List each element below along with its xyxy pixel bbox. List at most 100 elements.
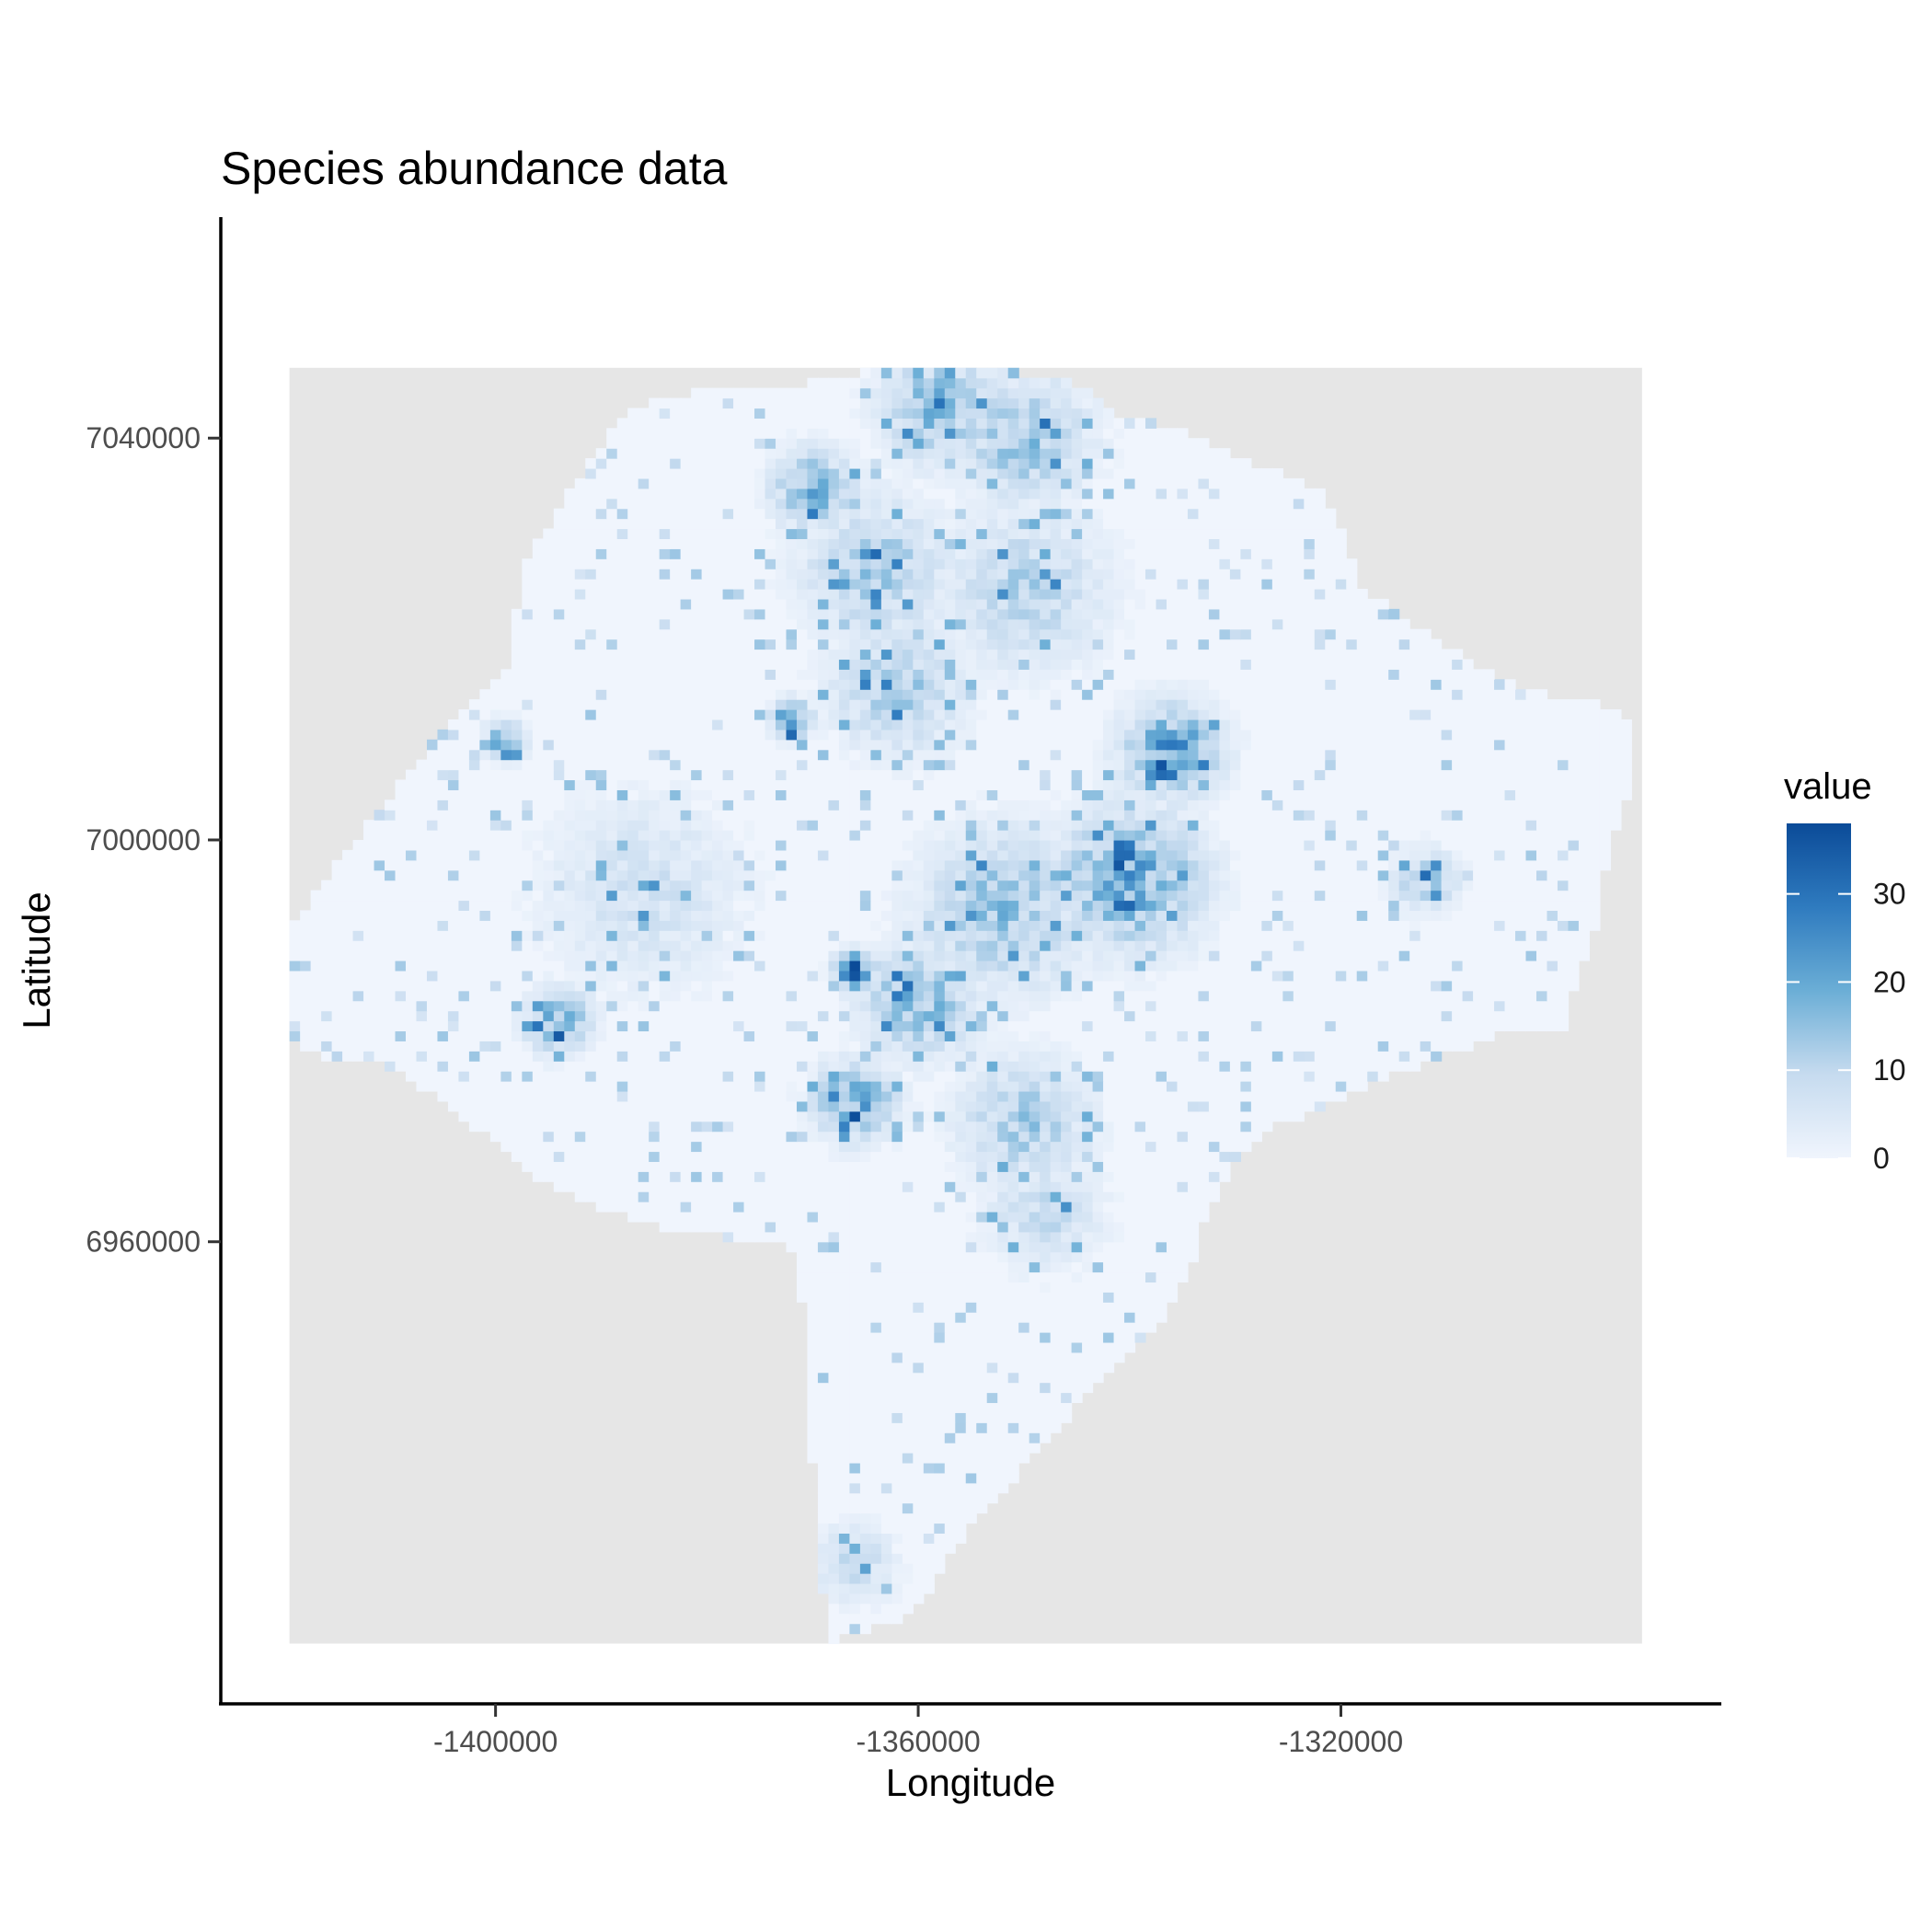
abundance-cell <box>342 890 354 902</box>
abundance-cell <box>870 849 882 861</box>
abundance-cell <box>944 1523 956 1534</box>
abundance-cell <box>1187 990 1200 1002</box>
abundance-cell <box>1050 1221 1062 1233</box>
abundance-cell <box>955 920 967 931</box>
abundance-cell <box>859 880 871 891</box>
abundance-cell <box>1325 920 1337 931</box>
abundance-cell <box>733 950 745 961</box>
abundance-cell <box>331 890 343 902</box>
abundance-cell <box>859 1412 871 1423</box>
abundance-cell <box>870 1362 882 1374</box>
abundance-cell <box>934 859 946 871</box>
abundance-cell <box>880 849 892 861</box>
abundance-cell <box>543 1051 555 1062</box>
abundance-cell <box>807 880 819 891</box>
abundance-cell <box>1282 830 1294 841</box>
abundance-cell <box>616 960 628 972</box>
abundance-cell <box>1250 1081 1262 1092</box>
abundance-cell <box>965 880 977 891</box>
abundance-cell <box>986 1302 998 1313</box>
abundance-cell <box>1103 1061 1115 1072</box>
abundance-cell <box>342 1020 354 1032</box>
abundance-cell <box>733 990 745 1002</box>
abundance-cell <box>680 1090 692 1102</box>
abundance-cell <box>1071 1312 1083 1323</box>
abundance-cell <box>1134 859 1146 871</box>
abundance-cell <box>595 839 607 851</box>
abundance-cell <box>500 980 512 992</box>
abundance-cell <box>1504 830 1516 841</box>
abundance-cell <box>426 1041 439 1052</box>
abundance-cell <box>1431 839 1443 851</box>
abundance-cell <box>786 839 798 851</box>
abundance-cell <box>1018 980 1030 992</box>
abundance-cell <box>1113 930 1125 941</box>
abundance-cell <box>1156 1121 1167 1133</box>
abundance-cell <box>1061 869 1073 881</box>
abundance-cell <box>1018 1191 1030 1202</box>
abundance-cell <box>1261 1000 1273 1012</box>
abundance-cell <box>1420 1020 1432 1032</box>
abundance-cell <box>870 1121 882 1133</box>
abundance-cell <box>796 950 809 961</box>
abundance-cell <box>310 980 322 992</box>
abundance-cell <box>1229 1051 1241 1062</box>
abundance-cell <box>701 960 713 972</box>
abundance-cell <box>1367 830 1379 841</box>
abundance-cell <box>1103 1030 1115 1041</box>
abundance-cell <box>934 1302 946 1313</box>
abundance-cell <box>891 1202 903 1213</box>
abundance-cell <box>754 869 766 881</box>
abundance-cell <box>342 980 354 992</box>
abundance-cell <box>870 1171 882 1182</box>
abundance-cell <box>1441 920 1453 931</box>
abundance-cell <box>934 1523 946 1534</box>
abundance-cell <box>796 1191 809 1202</box>
abundance-cell <box>627 1010 639 1022</box>
abundance-cell <box>606 1191 618 1202</box>
abundance-cell <box>1356 950 1368 961</box>
abundance-cell <box>1304 1061 1316 1072</box>
abundance-cell <box>1050 1322 1062 1333</box>
abundance-cell <box>1124 980 1136 992</box>
abundance-cell <box>976 830 988 841</box>
abundance-cell <box>955 950 967 961</box>
abundance-cell <box>1483 930 1495 941</box>
abundance-cell <box>627 980 639 992</box>
abundance-cell <box>500 1051 512 1062</box>
abundance-cell <box>1325 980 1337 992</box>
abundance-cell <box>997 1221 1009 1233</box>
abundance-cell <box>828 1221 840 1233</box>
abundance-cell <box>849 849 861 861</box>
abundance-cell <box>891 820 903 831</box>
abundance-cell <box>659 849 671 861</box>
abundance-cell <box>965 1292 977 1303</box>
abundance-cell <box>923 1081 935 1092</box>
abundance-cell <box>955 1523 967 1534</box>
abundance-cell <box>1007 1462 1019 1474</box>
abundance-cell <box>1198 1010 1210 1022</box>
abundance-cell <box>828 1412 840 1423</box>
abundance-cell <box>680 1202 692 1213</box>
abundance-cell <box>701 1071 713 1082</box>
abundance-cell <box>574 950 586 961</box>
abundance-cell <box>691 1110 703 1122</box>
abundance-cell <box>1092 839 1104 851</box>
abundance-cell <box>722 1100 734 1112</box>
abundance-cell <box>1325 1071 1337 1082</box>
abundance-cell <box>1250 960 1262 972</box>
abundance-cell <box>489 1121 501 1133</box>
abundance-cell <box>342 960 354 972</box>
abundance-cell <box>1229 869 1241 881</box>
abundance-cell <box>859 1543 871 1554</box>
abundance-cell <box>1346 920 1358 931</box>
abundance-cell <box>828 1211 840 1223</box>
abundance-cell <box>574 920 586 931</box>
abundance-cell <box>1536 920 1548 931</box>
abundance-cell <box>870 869 882 881</box>
abundance-cell <box>1050 1341 1062 1353</box>
abundance-cell <box>321 1020 333 1032</box>
abundance-cell <box>955 1482 967 1494</box>
abundance-cell <box>437 970 449 982</box>
abundance-cell <box>670 910 682 921</box>
